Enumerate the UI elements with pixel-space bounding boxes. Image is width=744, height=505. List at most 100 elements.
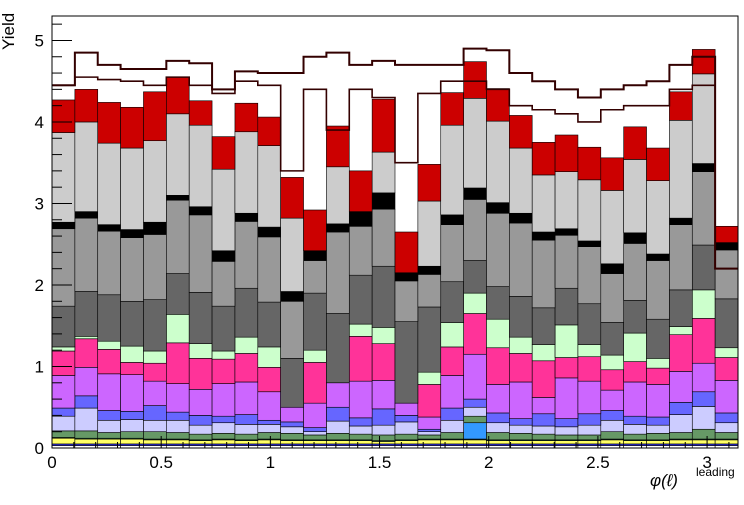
stack-bar-layer-13-bin-23	[577, 240, 602, 247]
stack-bar-layer-14-bin-0	[51, 132, 76, 223]
stack-bar-layer-13-bin-22	[554, 228, 579, 236]
stack-layers	[51, 49, 739, 449]
stack-bar-layer-5-bin-8	[234, 433, 259, 441]
stack-bar-layer-11-bin-21	[531, 307, 556, 345]
stack-bar-layer-13-bin-3	[120, 229, 144, 239]
stack-bar-layer-2-bin-16	[417, 439, 442, 445]
stack-bar-layer-10-bin-18	[463, 292, 487, 314]
stack-bar-layer-15-bin-2	[97, 102, 121, 144]
stack-bar-layer-2-bin-28	[691, 439, 716, 445]
stack-bar-layer-8-bin-4	[143, 380, 167, 406]
stack-bar-layer-15-bin-7	[211, 136, 236, 170]
plot-frame	[51, 15, 739, 449]
stack-bar-layer-2-bin-8	[234, 440, 259, 445]
stack-bar-layer-10-bin-9	[257, 346, 281, 368]
stack-bar-layer-14-bin-4	[143, 140, 167, 223]
stack-bar-layer-6-bin-12	[326, 420, 350, 434]
x-tick-label: 0	[47, 453, 56, 472]
stack-bar-layer-11-bin-2	[97, 294, 121, 342]
stack-bar-layer-5-bin-11	[303, 434, 327, 441]
stack-bar-layer-9-bin-0	[51, 350, 76, 376]
stack-bar-layer-12-bin-6	[188, 214, 213, 293]
stack-bar-layer-14-bin-5	[166, 113, 190, 196]
stack-bar-layer-7-bin-22	[554, 418, 579, 428]
stack-bar-layer-2-bin-12	[326, 440, 350, 445]
stack-bar-layer-2-bin-22	[554, 440, 579, 445]
stack-bar-layer-13-bin-9	[257, 226, 281, 238]
stack-bar-layer-6-bin-24	[600, 419, 624, 433]
stack-bar-layer-14-bin-27	[669, 120, 693, 219]
stack-bar-layer-9-bin-25	[623, 361, 647, 383]
stack-bar-layer-8-bin-17	[440, 375, 464, 409]
stack-bar-layer-11-bin-10	[280, 358, 304, 408]
stack-bar-layer-9-bin-2	[97, 349, 121, 375]
stack-bar-layer-13-bin-14	[371, 192, 396, 210]
stack-bar-layer-8-bin-25	[623, 381, 647, 417]
x-tick-label: 1	[266, 453, 275, 472]
stack-bar-layer-6-bin-16	[417, 431, 442, 436]
stack-bar-layer-15-bin-3	[120, 106, 144, 149]
stack-bar-layer-13-bin-18	[463, 187, 487, 200]
stack-bar-layer-11-bin-25	[623, 300, 647, 334]
stack-bar-layer-14-bin-17	[440, 124, 464, 216]
stack-bar-layer-5-bin-1	[74, 430, 99, 439]
stack-bar-layer-15-bin-12	[326, 125, 350, 168]
stack-bar-layer-8-bin-14	[371, 380, 396, 410]
stack-bar-layer-7-bin-12	[326, 406, 350, 422]
stack-bar-layer-5-bin-17	[440, 432, 464, 440]
stack-bar-layer-13-bin-19	[486, 202, 510, 214]
stack-bar-layer-9-bin-6	[188, 358, 213, 390]
stack-bar-layer-10-bin-16	[417, 371, 442, 385]
stack-bar-layer-7-bin-7	[211, 415, 236, 424]
stack-bar-layer-15-bin-11	[303, 209, 327, 252]
stack-bar-layer-10-bin-4	[143, 350, 167, 364]
stack-bar-layer-11-bin-23	[577, 303, 602, 345]
stack-bar-layer-14-bin-6	[188, 124, 213, 208]
stack-bar-layer-15-bin-15	[394, 231, 419, 274]
stack-bar-layer-10-bin-24	[600, 354, 624, 371]
y-tick-label: 1	[35, 357, 44, 376]
stack-bar-layer-6-bin-29	[714, 422, 739, 433]
stack-bar-layer-9-bin-3	[120, 362, 144, 375]
stack-bar-layer-15-bin-25	[623, 126, 647, 160]
stack-bar-layer-7-bin-20	[509, 418, 533, 426]
stack-bar-layer-15-bin-29	[714, 225, 739, 243]
stack-bar-layer-7-bin-28	[691, 391, 716, 407]
stack-bar-layer-6-bin-4	[143, 419, 167, 433]
x-axis-title-superscript: leading	[696, 465, 735, 479]
stack-bar-layer-13-bin-1	[74, 211, 99, 219]
stack-bar-layer-13-bin-4	[143, 221, 167, 235]
stack-bar-layer-11-bin-20	[509, 296, 533, 338]
stack-bar-layer-14-bin-12	[326, 166, 350, 225]
stack-bar-layer-6-bin-9	[257, 424, 281, 433]
stack-bar-layer-14-bin-16	[417, 200, 442, 267]
x-tick-label: 0.5	[149, 453, 173, 472]
stack-bar-layer-8-bin-6	[188, 389, 213, 416]
stack-bar-layer-10-bin-17	[440, 322, 464, 348]
stack-bar-layer-12-bin-5	[166, 199, 190, 274]
stack-bar-layer-7-bin-18	[463, 398, 487, 408]
stack-bar-layer-13-bin-16	[417, 265, 442, 275]
stack-bar-layer-12-bin-23	[577, 246, 602, 305]
stack-bar-layer-9-bin-23	[577, 356, 602, 382]
stack-bar-layer-7-bin-26	[646, 416, 670, 426]
stack-bar-layer-14-bin-24	[600, 190, 624, 265]
stack-bar-layer-7-bin-13	[348, 417, 373, 427]
stack-bar-layer-2-bin-29	[714, 439, 739, 445]
stack-bar-layer-15-bin-20	[509, 115, 533, 149]
stack-bar-layer-13-bin-25	[623, 232, 647, 244]
stack-bar-layer-8-bin-24	[600, 389, 624, 411]
y-tick-label: 2	[35, 276, 44, 295]
total-outline	[52, 47, 738, 270]
stack-bar-layer-9-bin-4	[143, 362, 167, 382]
stack-bar-layer-7-bin-14	[371, 408, 396, 426]
stack-bar-layer-5-bin-9	[257, 432, 281, 440]
stack-bar-layer-14-bin-7	[211, 168, 236, 252]
stack-bar-layer-13-bin-10	[280, 291, 304, 302]
stack-bar-layer-5-bin-27	[669, 432, 693, 440]
stack-bar-layer-9-bin-27	[669, 334, 693, 372]
stack-bar-layer-10-bin-2	[97, 340, 121, 350]
stack-bar-layer-2-bin-9	[257, 439, 281, 445]
y-tick-label: 5	[35, 31, 44, 50]
